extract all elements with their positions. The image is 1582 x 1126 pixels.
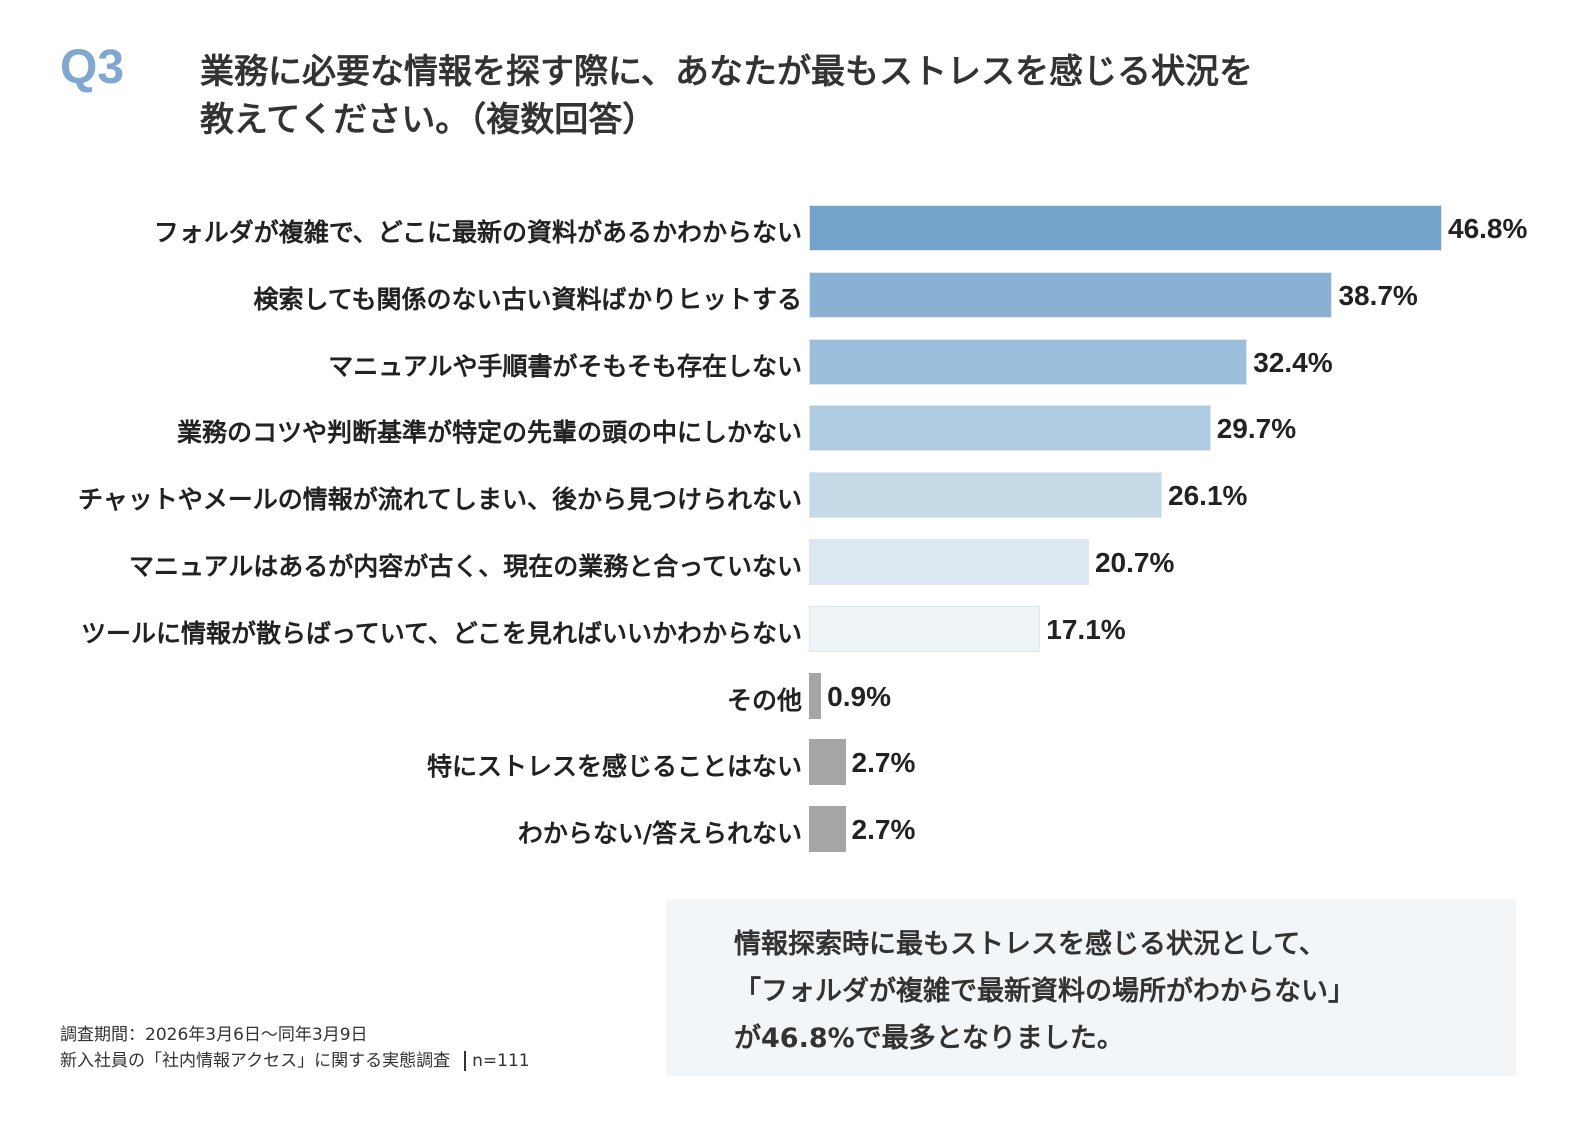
bar — [809, 472, 1163, 519]
bar — [809, 739, 846, 786]
data-label: 38.7% — [1338, 279, 1418, 311]
category-label: ツールに情報が散らばっていて、どこを見ればいいかわからない — [80, 618, 802, 648]
data-label: 2.7% — [851, 814, 916, 846]
category-label: マニュアルや手順書がそもそも存在しない — [328, 351, 802, 381]
category-label: 検索しても関係のない古い資料ばかりヒットする — [253, 284, 802, 314]
data-label: 2.7% — [851, 747, 916, 779]
bar — [809, 271, 1333, 318]
question-title: 業務に必要な情報を探す際に、あなたが最もストレスを感じる状況を 教えてください。… — [200, 48, 1400, 144]
bar-row: マニュアルや手順書がそもそも存在しない 32.4% — [0, 338, 1582, 387]
bar — [809, 338, 1248, 385]
data-label: 32.4% — [1253, 346, 1333, 378]
title-line-1: 業務に必要な情報を探す際に、あなたが最もストレスを感じる状況を — [200, 52, 1253, 92]
bar — [809, 205, 1442, 251]
sample-size: n=111 — [472, 1051, 530, 1071]
bar — [809, 539, 1089, 585]
summary-box: 情報探索時に最もストレスを感じる状況として、 「フォルダが複雑で最新資料の場所がわ… — [666, 899, 1516, 1076]
question-number: Q3 — [60, 41, 125, 94]
bar-row: フォルダが複雑で、どこに最新の資料があるかわからない 46.8% — [0, 205, 1582, 253]
bar — [809, 405, 1211, 452]
bar-row: ツールに情報が散らばっていて、どこを見ればいいかわからない 17.1% — [0, 605, 1582, 654]
bar — [809, 672, 822, 719]
data-label: 29.7% — [1216, 413, 1297, 445]
bar-row: チャットやメールの情報が流れてしまい、後から見つけられない 26.1% — [0, 472, 1582, 520]
divider — [464, 1051, 467, 1071]
summary-line-2: 「フォルダが複雑で最新資料の場所がわからない」 — [734, 976, 1355, 1007]
category-label: 特にストレスを感じることはない — [426, 752, 802, 782]
bar-row: 特にストレスを感じることはない 2.7% — [0, 739, 1582, 787]
category-label: マニュアルはあるが内容が古く、現在の業務と合っていない — [128, 552, 802, 581]
summary-line-3: が46.8%で最多となりました。 — [734, 1023, 1124, 1054]
bar — [809, 806, 846, 853]
category-label: 業務のコツや判断基準が特定の先輩の頭の中にしかない — [176, 418, 802, 448]
data-label: 0.9% — [827, 680, 891, 712]
data-label: 46.8% — [1448, 213, 1528, 244]
bar — [809, 605, 1041, 652]
bar-row: その他 0.9% — [0, 672, 1582, 721]
data-label: 17.1% — [1046, 613, 1126, 645]
survey-note: 調査期間：2026年3月6日～同年3月9日 新入社員の「社内情報アクセス」に関す… — [60, 1022, 530, 1074]
survey-name: 新入社員の「社内情報アクセス」に関する実態調査 — [60, 1051, 451, 1071]
title-line-2: 教えてください。（複数回答） — [200, 100, 657, 140]
bar-row: 業務のコツや判断基準が特定の先輩の頭の中にしかない 29.7% — [0, 405, 1582, 453]
category-label: フォルダが複雑で、どこに最新の資料があるかわからない — [153, 218, 802, 247]
data-label: 20.7% — [1094, 547, 1175, 578]
bar-row: 検索しても関係のない古い資料ばかりヒットする 38.7% — [0, 271, 1582, 320]
category-label: チャットやメールの情報が流れてしまい、後から見つけられない — [77, 485, 802, 515]
data-label: 26.1% — [1168, 480, 1248, 512]
summary-line-1: 情報探索時に最もストレスを感じる状況として、 — [734, 929, 1326, 960]
category-label: わからない/答えられない — [517, 819, 802, 849]
bar-row: マニュアルはあるが内容が古く、現在の業務と合っていない 20.7% — [0, 539, 1582, 587]
category-label: その他 — [726, 685, 802, 715]
survey-period: 調査期間：2026年3月6日～同年3月9日 — [60, 1025, 368, 1045]
bar-chart: フォルダが複雑で、どこに最新の資料があるかわからない 46.8% 検索しても関係のな… — [0, 195, 1582, 875]
bar-row: わからない/答えられない 2.7% — [0, 806, 1582, 854]
